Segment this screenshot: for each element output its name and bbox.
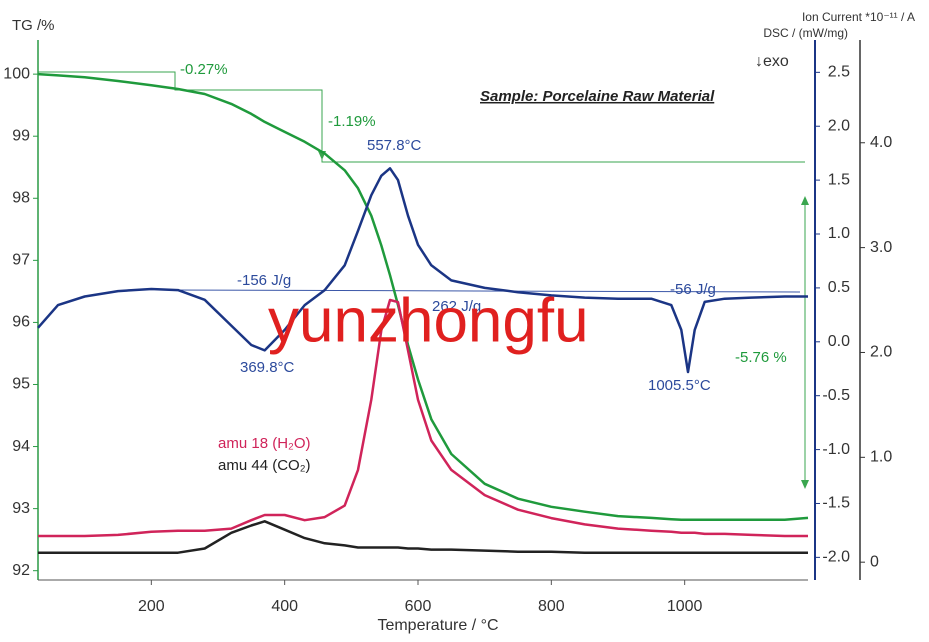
arrow-head [801,196,809,205]
y3-tick-label: 1.0 [870,449,892,466]
exo-label: ↓exo [755,53,789,70]
y-tick-label: 94 [12,438,30,455]
y3-axis-title: Ion Current *10⁻¹¹ / A [802,10,915,24]
y-tick-label: 96 [12,314,30,331]
annotation: 557.8°C [367,137,422,154]
x-tick-label: 800 [538,598,565,615]
annotation: 1005.5°C [648,377,711,394]
annotation: -156 J/g [237,272,291,289]
y2-tick-label: -1.0 [822,441,850,458]
x-axis-title: Temperature / °C [377,617,498,634]
y2-tick-label: -1.5 [822,495,850,512]
series-line [38,298,808,538]
y2-tick-label: 1.0 [828,225,850,242]
series-line [38,520,808,554]
y2-tick-label: 2.0 [828,117,850,134]
y-tick-label: 93 [12,500,30,517]
annotation: Sample: Porcelaine Raw Material [480,88,715,105]
series-line [37,167,808,374]
y-tick-label: 95 [12,376,30,393]
x-tick-label: 1000 [667,598,703,615]
arrow-head [801,480,809,489]
y3-tick-label: 4.0 [870,134,892,151]
annotation: -1.19% [328,113,376,130]
y3-tick-label: 3.0 [870,239,892,256]
annotation: 262 J/g [432,298,481,315]
y-tick-label: 97 [12,252,30,269]
y2-axis-title: DSC / (mW/mg) [763,26,848,40]
y2-tick-label: 0.5 [828,279,850,296]
dsc-baseline [164,289,801,293]
x-tick-label: 400 [271,598,298,615]
y-tick-label: 92 [12,562,30,579]
legend-entry: amu 18 (H₂O) [218,435,311,452]
y3-tick-label: 0 [870,553,879,570]
tg-step-line [38,71,805,163]
y-tick-label: 98 [12,189,30,206]
y-tick-label: 100 [3,65,30,82]
annotation: 369.8°C [240,359,295,376]
y2-tick-label: 0.0 [828,333,850,350]
y2-tick-label: 2.5 [828,64,850,81]
annotation: -56 J/g [670,281,716,298]
legend-entry: amu 44 (CO₂) [218,457,311,474]
y2-tick-label: 1.5 [828,171,850,188]
y2-tick-label: -2.0 [822,549,850,566]
x-tick-label: 600 [405,598,432,615]
y-tick-label: 99 [12,127,30,144]
y2-tick-label: -0.5 [822,387,850,404]
step-markers [38,71,809,489]
y3-tick-label: 2.0 [870,344,892,361]
watermark: yunzhongfu [268,286,589,355]
y-axis-title: TG /% [12,17,55,34]
annotation: -5.76 % [735,349,787,366]
annotation: -0.27% [180,61,228,78]
x-tick-label: 200 [138,598,165,615]
